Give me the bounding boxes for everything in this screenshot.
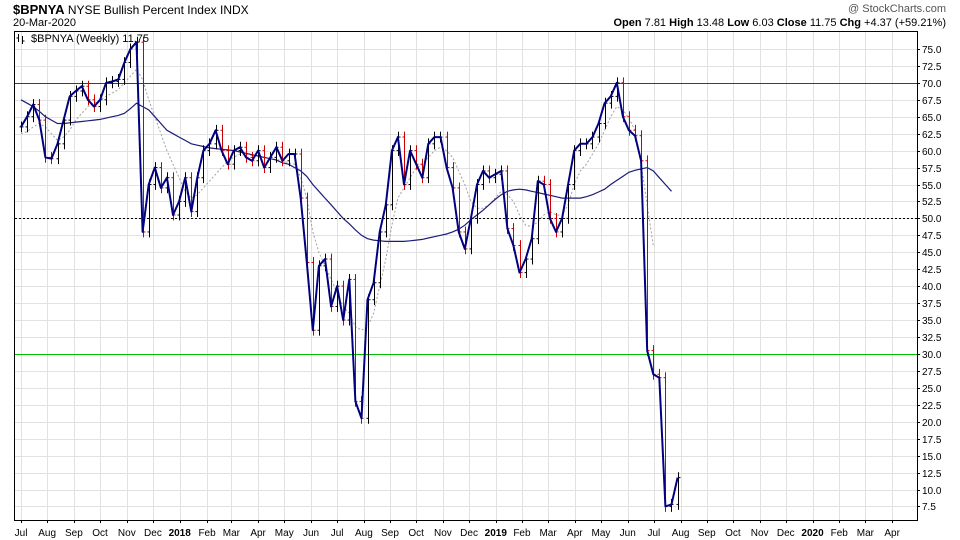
x-tick-label: Jun [303, 528, 319, 539]
x-axis-ticks: Jul Aug Sep Oct Nov Dec 2018 Feb Mar Apr May Jun Jul… [15, 520, 901, 539]
x-tick-label: Aug [355, 528, 373, 539]
x-tick-label: May [275, 528, 294, 539]
low-value: 6.03 [752, 17, 774, 29]
x-tick-label: Feb [198, 528, 216, 539]
y-tick-label: 55.0 [922, 181, 942, 192]
x-tick-label: Mar [539, 528, 557, 539]
ohlc-readout: Open 7.81 High 13.48 Low 6.03 Close 11.7… [613, 17, 946, 29]
x-tick-label: Aug [672, 528, 690, 539]
y-tick-label: 7.5 [922, 502, 936, 513]
price-line [20, 41, 679, 508]
y-tick-label: 50.0 [922, 214, 942, 225]
y-tick-label: 35.0 [922, 316, 942, 327]
high-label: High [669, 17, 694, 29]
y-tick-label: 57.5 [922, 164, 942, 175]
y-tick-label: 37.5 [922, 299, 942, 310]
x-tick-label: Oct [92, 528, 108, 539]
reference-lines [15, 83, 917, 355]
x-tick-label: 2019 [485, 528, 508, 539]
exchange-label: INDX [219, 3, 249, 17]
x-tick-label: 2020 [801, 528, 824, 539]
x-tick-label: Oct [725, 528, 741, 539]
y-tick-label: 15.0 [922, 452, 942, 463]
y-tick-label: 67.5 [922, 96, 942, 107]
ohlc-bars [19, 36, 681, 512]
y-tick-label: 20.0 [922, 418, 942, 429]
index-name-label: NYSE Bullish Percent Index [67, 3, 217, 17]
x-tick-label: Jun [620, 528, 636, 539]
x-tick-label: Sep [381, 528, 399, 539]
source-credit: @ StockCharts.com [848, 3, 946, 15]
low-label: Low [727, 17, 750, 29]
y-tick-label: 70.0 [922, 79, 942, 90]
x-tick-label: Dec [144, 528, 162, 539]
bar-chart-icon [16, 34, 25, 44]
x-tick-label: Feb [831, 528, 849, 539]
y-tick-label: 22.5 [922, 401, 942, 412]
close-label: Close [776, 17, 807, 29]
y-tick-label: 60.0 [922, 147, 942, 158]
x-tick-label: Jul [331, 528, 344, 539]
x-tick-label: Nov [434, 528, 452, 539]
x-tick-label: Feb [513, 528, 531, 539]
open-label: Open [613, 17, 642, 29]
y-tick-label: 45.0 [922, 248, 942, 259]
x-tick-label: Apr [250, 528, 266, 539]
chart-date: 20-Mar-2020 [13, 17, 76, 29]
legend-text: $BPNYA (Weekly) 11.75 [31, 33, 149, 45]
y-tick-label: 72.5 [922, 62, 942, 73]
close-value: 11.75 [809, 17, 837, 29]
y-tick-label: 40.0 [922, 282, 942, 293]
x-tick-label: May [592, 528, 611, 539]
y-tick-label: 32.5 [922, 333, 942, 344]
y-tick-label: 27.5 [922, 367, 942, 378]
y-tick-label: 47.5 [922, 231, 942, 242]
y-tick-label: 42.5 [922, 265, 942, 276]
plot-area-border [14, 31, 918, 521]
x-tick-label: 2018 [169, 528, 192, 539]
x-tick-label: Apr [567, 528, 583, 539]
y-tick-label: 52.5 [922, 197, 942, 208]
y-tick-label: 30.0 [922, 350, 942, 361]
chg-label: Chg [839, 17, 861, 29]
long-moving-average-line [20, 99, 672, 242]
x-tick-label: Sep [65, 528, 83, 539]
y-tick-label: 65.0 [922, 113, 942, 124]
chg-value: +4.37 (+59.21%) [864, 17, 946, 29]
moving-averages [20, 68, 672, 331]
x-tick-label: Dec [460, 528, 478, 539]
x-tick-label: Dec [777, 528, 795, 539]
x-tick-label: Nov [751, 528, 769, 539]
x-tick-label: Jul [647, 528, 660, 539]
chart-title: $BPNYA NYSE Bullish Percent Index INDX [13, 2, 249, 17]
x-tick-label: Mar [223, 528, 241, 539]
y-axis-ticks: 7.5 10.0 12.5 15.0 17.5 20.0 22.5 25.0 27.5 30.0 3… [917, 45, 942, 513]
y-tick-label: 75.0 [922, 45, 942, 56]
y-tick-label: 25.0 [922, 384, 942, 395]
y-tick-label: 12.5 [922, 469, 942, 480]
x-tick-label: Aug [38, 528, 56, 539]
x-tick-label: Mar [857, 528, 875, 539]
y-tick-label: 62.5 [922, 130, 942, 141]
x-tick-label: Jul [15, 528, 28, 539]
symbol-label: $BPNYA [13, 2, 65, 17]
bullish-percent-line [20, 41, 679, 508]
y-tick-label: 10.0 [922, 486, 942, 497]
high-value: 13.48 [696, 17, 725, 29]
x-tick-label: Sep [698, 528, 716, 539]
x-tick-label: Oct [408, 528, 424, 539]
legend: $BPNYA (Weekly) 11.75 [16, 33, 149, 45]
open-value: 7.81 [644, 17, 667, 29]
x-tick-label: Apr [884, 528, 900, 539]
y-tick-label: 17.5 [922, 435, 942, 446]
x-tick-label: Nov [118, 528, 136, 539]
